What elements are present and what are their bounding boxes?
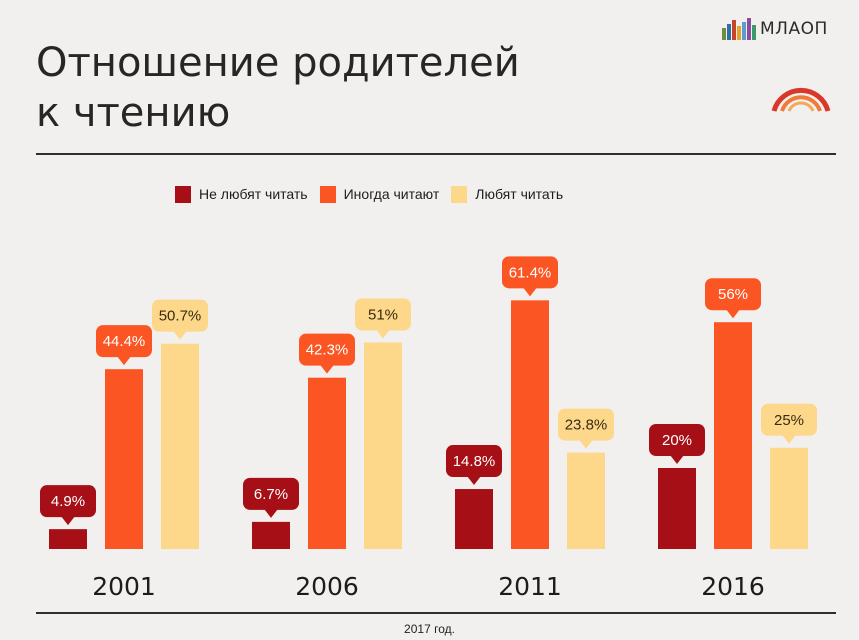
bubble-background [446, 445, 502, 478]
bubble-pointer [264, 508, 278, 518]
legend: Не любят читать Иногда читают Любят чита… [175, 183, 563, 205]
bubble-pointer [782, 434, 796, 444]
logo-text: МЛАОП [760, 19, 828, 39]
legend-swatch-like [451, 185, 468, 203]
legend-label-like: Любят читать [475, 186, 564, 202]
legend-item-dislike: Не любят читать [175, 185, 308, 203]
data-label-sometimes-2016: 56% [718, 286, 748, 303]
data-label-like-2011: 23.8% [565, 417, 608, 434]
bubble-background [558, 408, 614, 441]
bubble-pointer [579, 439, 593, 449]
data-label-dislike-2016: 20% [662, 432, 692, 449]
arc-emblem-icon [771, 87, 831, 112]
value-bubble-dislike-2016: 20% [649, 424, 705, 464]
data-label-sometimes-2006: 42.3% [306, 342, 349, 359]
bubble-background [299, 333, 355, 366]
bubble-background [502, 256, 558, 289]
category-label-2006: 2006 [295, 572, 359, 601]
value-bubble-like-2001: 50.7% [152, 299, 208, 340]
legend-swatch-dislike [175, 185, 191, 203]
bubble-background [96, 325, 152, 358]
value-bubble-sometimes-2006: 42.3% [299, 333, 355, 374]
value-bubble-dislike-2011: 14.8% [446, 445, 502, 486]
legend-item-sometimes: Иногда читают [319, 185, 440, 203]
value-bubble-sometimes-2001: 44.4% [96, 325, 152, 366]
legend-swatch-sometimes [319, 185, 336, 203]
bubble-background [649, 424, 705, 456]
bubble-background [355, 298, 411, 331]
bubble-pointer [173, 330, 187, 340]
bar-sometimes-2006 [308, 377, 346, 549]
bar-dislike-2016 [658, 468, 696, 549]
bar-sometimes-2016 [714, 322, 752, 549]
data-label-sometimes-2001: 44.4% [103, 333, 146, 350]
title-line-2: к чтению [36, 90, 231, 136]
bar-like-2001 [161, 343, 199, 549]
value-bubble-sometimes-2011: 61.4% [502, 256, 558, 297]
bubble-pointer [523, 287, 537, 297]
bubble-pointer [61, 516, 75, 526]
bottom-divider [36, 612, 836, 614]
category-label-2011: 2011 [498, 572, 562, 601]
bubble-background [243, 477, 299, 510]
value-bubble-like-2016: 25% [761, 403, 817, 444]
value-bubble-dislike-2006: 6.7% [243, 477, 299, 518]
bubble-pointer [376, 329, 390, 339]
category-label-2001: 2001 [92, 572, 156, 601]
page-title: Отношение родителей к чтению [36, 38, 520, 138]
bar-sometimes-2011 [511, 300, 549, 549]
bar-dislike-2011 [455, 489, 493, 549]
data-label-like-2006: 51% [368, 306, 398, 323]
data-label-dislike-2011: 14.8% [453, 453, 496, 470]
data-label-dislike-2001: 4.9% [51, 493, 85, 510]
bar-sometimes-2001 [105, 369, 143, 549]
data-label-sometimes-2011: 61.4% [509, 264, 552, 281]
footnote: 2017 год. [404, 622, 455, 636]
data-label-like-2001: 50.7% [159, 308, 202, 325]
bubble-background [761, 403, 817, 436]
logo-bars-icon [722, 18, 756, 40]
legend-label-sometimes: Иногда читают [343, 186, 440, 202]
bubble-pointer [726, 309, 740, 319]
bar-like-2006 [364, 342, 402, 549]
bubble-background [705, 278, 761, 311]
title-line-1: Отношение родителей [36, 40, 520, 86]
data-label-dislike-2006: 6.7% [254, 486, 288, 503]
bubble-pointer [117, 356, 131, 366]
data-label-like-2016: 25% [774, 412, 804, 429]
legend-label-dislike: Не любят читать [199, 186, 308, 202]
legend-item-like: Любят читать [451, 185, 564, 203]
value-bubble-dislike-2001: 4.9% [40, 485, 96, 526]
bar-dislike-2006 [252, 521, 290, 549]
bubble-pointer [320, 364, 334, 374]
bar-dislike-2001 [49, 529, 87, 549]
value-bubble-sometimes-2016: 56% [705, 278, 761, 319]
bubble-pointer [670, 455, 684, 464]
bubble-background [152, 299, 208, 332]
value-bubble-like-2011: 23.8% [558, 408, 614, 449]
bubble-pointer [467, 476, 481, 486]
bar-like-2011 [567, 452, 605, 549]
title-divider [36, 153, 836, 155]
value-bubble-like-2006: 51% [355, 298, 411, 339]
category-label-2016: 2016 [701, 572, 765, 601]
bubble-background [40, 485, 96, 518]
bar-like-2016 [770, 447, 808, 549]
